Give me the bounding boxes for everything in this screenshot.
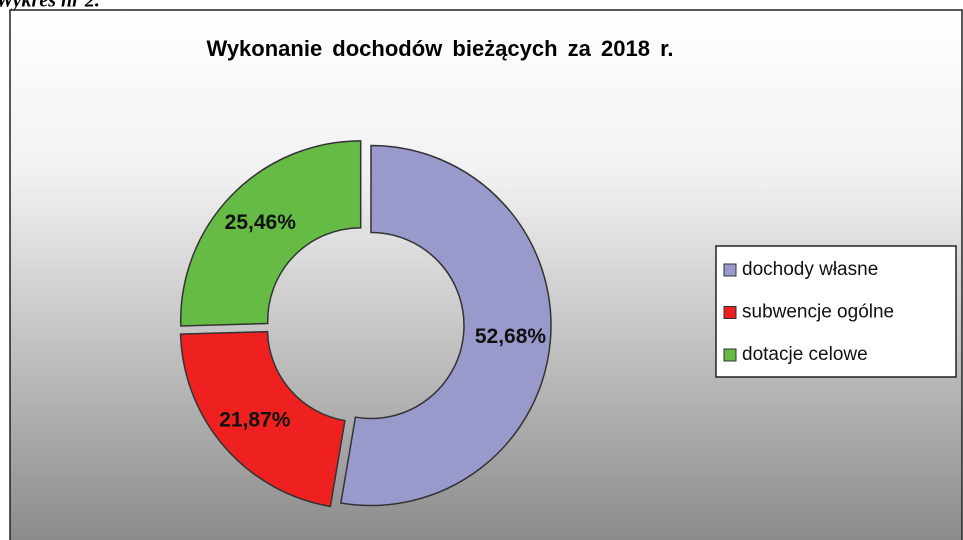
legend-label: dochody własne: [742, 259, 878, 280]
chart-title: Wykonanie dochodów bieżących za 2018 r.: [206, 36, 673, 61]
donut-slice: [340, 144, 552, 507]
legend-swatch: [723, 263, 737, 277]
legend-swatch: [723, 348, 737, 362]
data-label: 25,46%: [225, 211, 297, 234]
legend-label: subwencje ogólne: [742, 302, 894, 323]
legend: [715, 245, 957, 378]
donut-slice: [179, 330, 346, 508]
caption: Wykres nr 2.: [0, 0, 100, 12]
donut-slice: [180, 140, 362, 327]
data-label: 21,87%: [219, 408, 291, 431]
legend-swatch: [723, 306, 737, 319]
legend-label: dotacje celowe: [742, 344, 868, 365]
data-label: 52,68%: [475, 325, 547, 348]
